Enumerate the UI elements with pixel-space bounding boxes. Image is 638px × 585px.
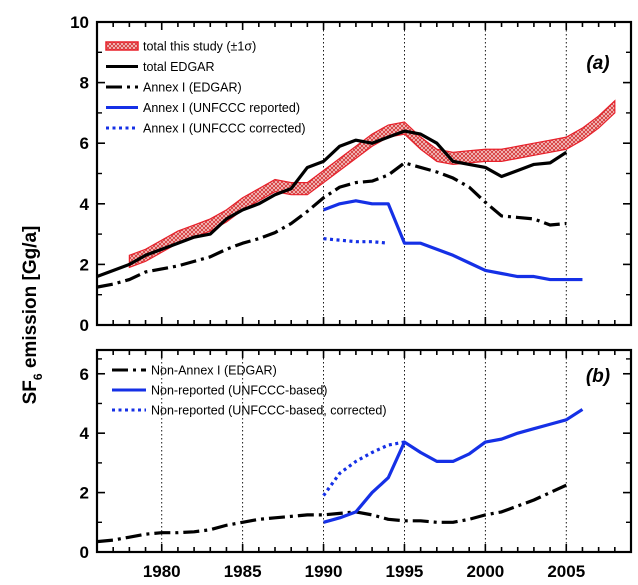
x-tick-label: 1985 <box>224 562 262 581</box>
y-tick-label: 4 <box>80 195 90 214</box>
panel-tag: (a) <box>586 53 609 74</box>
plot-frame <box>95 348 633 554</box>
y-tick-label: 8 <box>80 74 89 93</box>
svg-text:SF6 emission [Gg/a]: SF6 emission [Gg/a] <box>20 226 45 405</box>
panel-tag: (b) <box>586 366 610 387</box>
x-tick-label: 1980 <box>143 562 181 581</box>
series-line-0-2 <box>96 161 567 289</box>
legend-label: Annex I (EDGAR) <box>143 81 242 95</box>
legend-swatch <box>105 41 139 51</box>
y-tick-label: 2 <box>80 484 89 503</box>
y-axis-label-main: SF <box>20 380 41 404</box>
y-axis-label-subscript: 6 <box>31 373 45 380</box>
panel-b: 0 2 4 6 1980 1985 1990 1995 2000 2005 Non-Annex I … <box>80 348 633 581</box>
x-tick-label: 2005 <box>547 562 585 581</box>
series-line-0-4 <box>323 237 389 245</box>
y-tick-label: 4 <box>80 424 90 443</box>
series-line-0-3 <box>322 199 583 282</box>
y-axis-label: SF6 emission [Gg/a] <box>20 226 45 405</box>
x-tick-label: 1995 <box>386 562 424 581</box>
legend-label: Non-Annex I (EDGAR) <box>151 364 277 378</box>
series-line-0-1 <box>96 129 568 279</box>
series-line-1-0 <box>96 483 567 544</box>
legend-label: Non-reported (UNFCCC-based, corrected) <box>151 404 387 418</box>
y-tick-label: 2 <box>80 255 89 274</box>
series-line-1-1 <box>323 408 584 524</box>
x-tick-label: 1990 <box>305 562 343 581</box>
y-tick-label: 6 <box>80 365 89 384</box>
legend-label: Annex I (UNFCCC corrected) <box>143 122 306 136</box>
legend-label: total this study (±1σ) <box>143 40 256 54</box>
y-tick-label: 6 <box>80 134 89 153</box>
x-tick-label: 2000 <box>466 562 504 581</box>
series-line-1-2 <box>322 440 405 497</box>
y-tick-label: 10 <box>70 13 89 32</box>
legend-label: Annex I (UNFCCC reported) <box>143 101 300 115</box>
y-axis-label-rest: emission [Gg/a] <box>20 226 41 374</box>
panel-a: 0 2 4 6 8 10 total this study (±1σ) total EDGAR… <box>70 13 633 335</box>
legend-label: Non-reported (UNFCCC-based) <box>151 384 327 398</box>
legend-label: total EDGAR <box>143 60 215 74</box>
y-tick-label: 0 <box>80 316 89 335</box>
y-tick-label: 0 <box>80 543 89 562</box>
